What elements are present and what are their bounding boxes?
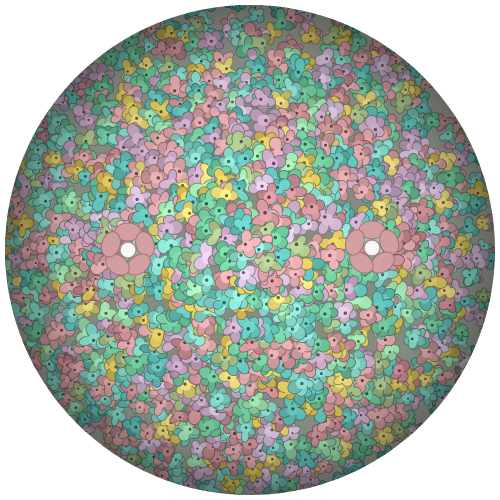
subunit-lobe [281, 0, 291, 5]
subunit-lobe [226, 0, 237, 3]
subunit-lobe [478, 150, 488, 160]
subunit-core [471, 353, 478, 361]
subunit-lobe [390, 448, 398, 457]
subunit-lobe [414, 433, 422, 442]
subunit-cavity [486, 175, 489, 178]
subunit-cavity [281, 5, 284, 6]
subunit-cavity [471, 356, 474, 359]
subunit-lobe [484, 329, 491, 339]
subunit-lobe [237, 5, 246, 6]
subunit-cavity [321, 487, 324, 490]
subunit-lobe [321, 486, 330, 493]
subunit-lobe [379, 460, 388, 468]
subunit-cavity [476, 153, 479, 156]
subunit-cavity [124, 464, 127, 467]
subunit-core [202, 5, 211, 9]
subunit-core [317, 484, 325, 491]
subunit-lobe [275, 5, 284, 6]
subunit-lobe [483, 168, 491, 178]
subunit-cavity [135, 468, 138, 471]
subunit-lobe [46, 397, 56, 408]
subunit-lobe [204, 0, 213, 5]
subunit-lobe [486, 324, 495, 333]
subunit-core [122, 462, 130, 470]
subunit-lobe [331, 7, 338, 17]
subunit-lobe [0, 262, 6, 273]
subunit-lobe [387, 453, 395, 462]
subunit-lobe [306, 5, 314, 10]
subunit-lobe [313, 5, 321, 12]
subunit-lobe [198, 5, 206, 10]
subunit-lobe [5, 248, 6, 257]
subunit-cavity [436, 408, 439, 411]
subunit-lobe [486, 175, 495, 187]
subunit-lobe [317, 487, 324, 495]
subunit-cavity [141, 24, 144, 27]
subunit-cavity [196, 491, 199, 494]
subunit-cavity [355, 473, 358, 476]
subunit-lobe [134, 23, 143, 30]
subunit-cavity [21, 346, 24, 349]
subunit-lobe [337, 13, 345, 21]
subunit-lobe [0, 209, 5, 215]
subunit-cavity [380, 460, 383, 462]
subunit-cavity [416, 432, 419, 435]
subunit-lobe [131, 23, 139, 32]
subunit-lobe [95, 449, 105, 457]
subunit-lobe [0, 256, 4, 267]
subunit-core [331, 12, 338, 19]
subunit-cavity [204, 5, 207, 7]
subunit-cavity [5, 211, 7, 214]
subunit-lobe [26, 365, 35, 376]
subunit-lobe [14, 345, 24, 352]
subunit-core [352, 471, 360, 479]
subunit-cavity [332, 15, 335, 18]
subunit-lobe [268, 493, 278, 495]
subunit-lobe [474, 354, 484, 361]
subunit-lobe [190, 489, 200, 495]
subunit-cavity [199, 7, 201, 10]
subunit-lobe [86, 48, 96, 60]
subunit-core [77, 64, 85, 72]
subunit-cavity [136, 29, 139, 32]
subunit-lobe [194, 492, 202, 495]
subunit-lobe [118, 466, 128, 476]
subunit-lobe [76, 58, 84, 68]
subunit-cavity [313, 8, 316, 11]
subunit-lobe [475, 346, 483, 354]
subunit-cavity [1, 264, 3, 266]
subunit-cavity [79, 68, 82, 71]
subunit-core [483, 326, 490, 333]
subunit-lobe [186, 5, 194, 13]
subunit-lobe [71, 64, 80, 72]
subunit-lobe [357, 469, 366, 478]
subunit-lobe [104, 453, 113, 464]
subunit-lobe [351, 475, 361, 484]
subunit-lobe [416, 430, 428, 438]
subunit-cavity [475, 348, 478, 351]
subunit-core [310, 6, 317, 13]
subunit-lobe [140, 18, 149, 29]
subunit-lobe [351, 20, 358, 28]
subunit-core [275, 494, 283, 495]
subunit-cavity [336, 18, 339, 21]
subunit-cavity [106, 451, 109, 455]
subunit-lobe [73, 426, 81, 436]
subunit-core [194, 488, 201, 495]
subunit-cavity [233, 0, 235, 2]
subunit-lobe [129, 469, 138, 477]
subunit-lobe [191, 5, 201, 11]
subunit-core [5, 261, 7, 269]
subunit-lobe [234, 0, 241, 5]
subunit-core [229, 5, 237, 6]
subunit-cavity [276, 495, 278, 497]
subunit-cavity [486, 327, 488, 330]
subunit-lobe [15, 347, 25, 357]
